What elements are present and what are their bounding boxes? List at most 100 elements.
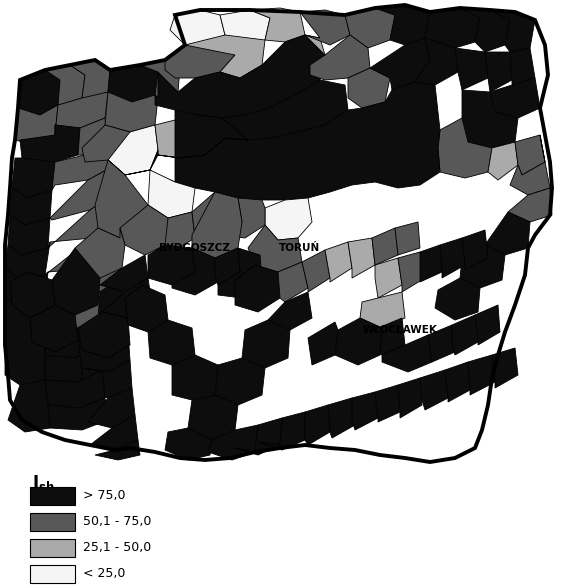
Polygon shape	[155, 115, 225, 158]
Polygon shape	[102, 278, 152, 318]
Text: > 75,0: > 75,0	[83, 490, 126, 502]
Text: WŁOCŁAWEK: WŁOCŁAWEK	[362, 325, 438, 335]
Polygon shape	[48, 398, 108, 430]
Polygon shape	[302, 250, 330, 292]
Polygon shape	[360, 292, 405, 328]
Polygon shape	[188, 395, 238, 440]
Polygon shape	[10, 272, 55, 318]
Polygon shape	[100, 255, 148, 292]
Polygon shape	[398, 378, 422, 418]
Polygon shape	[348, 68, 390, 108]
Text: BYDGOSZCZ: BYDGOSZCZ	[159, 243, 230, 253]
Polygon shape	[45, 345, 102, 382]
Polygon shape	[348, 238, 375, 278]
Polygon shape	[425, 8, 480, 48]
Polygon shape	[310, 35, 370, 80]
Text: $\mathbf{I_{sh}}$: $\mathbf{I_{sh}}$	[32, 473, 55, 493]
Polygon shape	[490, 10, 535, 52]
Polygon shape	[140, 60, 180, 98]
Polygon shape	[145, 212, 195, 252]
Polygon shape	[45, 285, 100, 330]
Text: 50,1 - 75,0: 50,1 - 75,0	[83, 515, 151, 528]
Polygon shape	[278, 262, 308, 302]
Polygon shape	[78, 118, 108, 155]
Polygon shape	[510, 135, 550, 195]
Polygon shape	[12, 158, 55, 198]
Polygon shape	[490, 78, 540, 118]
Polygon shape	[165, 428, 212, 460]
Polygon shape	[5, 242, 50, 280]
Polygon shape	[185, 35, 265, 78]
Polygon shape	[420, 370, 448, 410]
Polygon shape	[428, 325, 455, 362]
Polygon shape	[508, 188, 552, 222]
Polygon shape	[335, 318, 382, 365]
Polygon shape	[328, 398, 355, 438]
Polygon shape	[15, 105, 58, 145]
Polygon shape	[10, 188, 52, 225]
Polygon shape	[455, 48, 488, 90]
Polygon shape	[170, 10, 225, 45]
Polygon shape	[440, 238, 465, 278]
Polygon shape	[95, 160, 148, 238]
Polygon shape	[52, 248, 100, 315]
Polygon shape	[55, 92, 108, 135]
Polygon shape	[45, 370, 105, 408]
Polygon shape	[155, 35, 325, 118]
Polygon shape	[208, 425, 258, 460]
Polygon shape	[45, 320, 100, 358]
Polygon shape	[45, 222, 118, 275]
Text: < 25,0: < 25,0	[83, 568, 125, 581]
Polygon shape	[360, 318, 405, 355]
Polygon shape	[90, 415, 138, 450]
Polygon shape	[462, 90, 518, 148]
Polygon shape	[235, 265, 280, 312]
Polygon shape	[242, 320, 290, 368]
Polygon shape	[265, 198, 312, 240]
Polygon shape	[82, 125, 130, 162]
Polygon shape	[172, 248, 218, 295]
Polygon shape	[510, 48, 535, 85]
Polygon shape	[485, 52, 512, 92]
Polygon shape	[215, 248, 240, 285]
Polygon shape	[345, 8, 395, 48]
Polygon shape	[148, 245, 195, 285]
Polygon shape	[445, 362, 470, 402]
Polygon shape	[218, 248, 262, 298]
Polygon shape	[285, 35, 325, 65]
Polygon shape	[468, 355, 495, 395]
Polygon shape	[235, 418, 282, 455]
Polygon shape	[370, 38, 430, 90]
Polygon shape	[172, 355, 218, 400]
Polygon shape	[45, 65, 85, 105]
Polygon shape	[438, 118, 492, 178]
Polygon shape	[78, 252, 122, 292]
Polygon shape	[268, 292, 312, 330]
Polygon shape	[5, 298, 45, 385]
Polygon shape	[308, 322, 338, 365]
Polygon shape	[475, 305, 500, 345]
Polygon shape	[75, 228, 125, 278]
Polygon shape	[352, 392, 378, 430]
Polygon shape	[48, 195, 115, 248]
Bar	[30, 539, 75, 557]
Polygon shape	[300, 10, 350, 45]
Polygon shape	[78, 312, 130, 358]
Polygon shape	[50, 168, 112, 220]
Polygon shape	[375, 258, 402, 298]
Polygon shape	[382, 335, 432, 372]
Polygon shape	[375, 385, 400, 422]
Polygon shape	[488, 142, 518, 180]
Polygon shape	[398, 252, 425, 292]
Polygon shape	[78, 332, 130, 372]
Polygon shape	[460, 245, 505, 288]
Polygon shape	[192, 192, 242, 258]
Polygon shape	[105, 125, 158, 175]
Polygon shape	[52, 142, 110, 190]
Polygon shape	[95, 440, 140, 460]
Polygon shape	[18, 70, 60, 115]
Polygon shape	[8, 215, 50, 255]
Bar	[30, 513, 75, 531]
Polygon shape	[305, 405, 330, 445]
Polygon shape	[420, 245, 442, 282]
